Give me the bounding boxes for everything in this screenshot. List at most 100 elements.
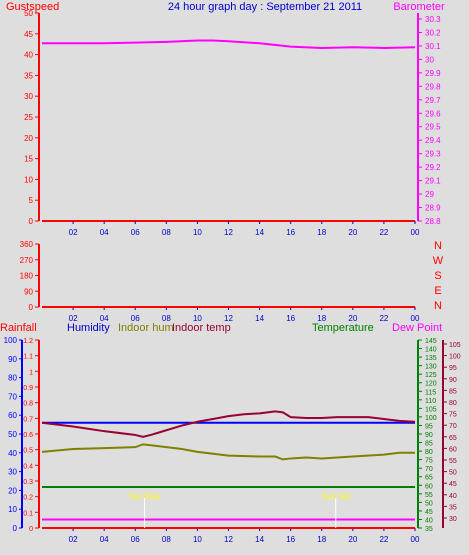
legend-indoor-temp: Indoor temp bbox=[172, 322, 231, 334]
rainfall-tick-label: 0.1 bbox=[23, 510, 33, 517]
gustspeed-tick-label: 30 bbox=[24, 92, 33, 101]
temperature-tick-label: 65 bbox=[425, 475, 433, 482]
barometer-tick-label: 30 bbox=[425, 55, 434, 64]
rainfall-tick-label: 0.5 bbox=[23, 448, 33, 455]
bottom-x-axis-tick-label: 16 bbox=[286, 535, 295, 544]
temperature-tick-label: 145 bbox=[425, 338, 437, 345]
humidity-tick-label: 80 bbox=[8, 374, 17, 383]
barometer-tick-label: 28.9 bbox=[425, 204, 441, 213]
gustspeed-tick-label: 35 bbox=[24, 71, 33, 80]
humidity-tick-label: 60 bbox=[8, 411, 17, 420]
humidity-tick-label: 70 bbox=[8, 392, 17, 401]
barometer-tick-label: 30.1 bbox=[425, 42, 441, 51]
barometer-tick-label: 29.2 bbox=[425, 163, 441, 172]
rainfall-tick-label: 0.6 bbox=[23, 432, 33, 439]
dew-point-tick-label: 35 bbox=[449, 504, 457, 511]
bottom-x-axis-tick-label: 22 bbox=[379, 535, 388, 544]
gustspeed-tick-label: 15 bbox=[24, 155, 33, 164]
wind-direction-tick-label: 90 bbox=[24, 287, 33, 296]
top-x-axis-tick-label: 22 bbox=[379, 228, 388, 237]
bottom-x-axis-tick-label: 08 bbox=[162, 535, 171, 544]
temperature-tick-label: 40 bbox=[425, 517, 433, 524]
wind-x-axis-tick-label: 04 bbox=[100, 314, 109, 323]
gustspeed-axis-label: Gustspeed bbox=[6, 1, 59, 13]
top-x-axis-tick-label: 06 bbox=[131, 228, 140, 237]
temperature-tick-label: 70 bbox=[425, 466, 433, 473]
humidity-tick-label: 20 bbox=[8, 486, 17, 495]
wind-x-axis-tick-label: 10 bbox=[193, 314, 202, 323]
wind-direction-tick-label: 0 bbox=[29, 303, 34, 312]
barometer-line bbox=[42, 39, 416, 49]
wind-direction-tick-label: 270 bbox=[20, 256, 34, 265]
rainfall-tick-label: 0.2 bbox=[23, 495, 33, 502]
dew-point-tick-label: 100 bbox=[449, 354, 461, 361]
humidity-tick-label: 10 bbox=[8, 505, 17, 514]
barometer-tick-label: 29.5 bbox=[425, 123, 441, 132]
bottom-x-axis-tick-label: 00 bbox=[411, 535, 420, 544]
indoor-temp-line bbox=[41, 410, 416, 438]
gustspeed-tick-label: 40 bbox=[24, 51, 33, 60]
wind-direction-letter: N bbox=[434, 300, 442, 312]
gustspeed-tick-label: 0 bbox=[29, 217, 34, 226]
dew-point-tick-label: 55 bbox=[449, 458, 457, 465]
dew-point-tick-label: 70 bbox=[449, 423, 457, 430]
wind-direction-letter: S bbox=[434, 270, 441, 282]
bottom-x-axis-tick-label: 02 bbox=[69, 535, 78, 544]
temperature-tick-label: 100 bbox=[425, 415, 437, 422]
temperature-tick-label: 135 bbox=[425, 355, 437, 362]
rainfall-tick-label: 0.8 bbox=[23, 401, 33, 408]
wind-x-axis-tick-label: 14 bbox=[255, 314, 264, 323]
barometer-tick-label: 28.8 bbox=[425, 217, 441, 226]
barometer-tick-label: 29.9 bbox=[425, 69, 441, 78]
barometer-tick-label: 29.8 bbox=[425, 82, 441, 91]
temperature-tick-label: 80 bbox=[425, 449, 433, 456]
rainfall-tick-label: 0.7 bbox=[23, 416, 33, 423]
gustspeed-tick-label: 50 bbox=[24, 9, 33, 18]
rainfall-tick-label: 0.4 bbox=[23, 463, 33, 470]
temperature-tick-label: 125 bbox=[425, 372, 437, 379]
rainfall-tick-label: 1 bbox=[29, 369, 33, 376]
gustspeed-tick-label: 5 bbox=[29, 196, 34, 205]
top-x-axis-tick-label: 04 bbox=[100, 228, 109, 237]
wind-direction-tick-label: 180 bbox=[20, 272, 34, 281]
bottom-x-axis-tick-label: 20 bbox=[348, 535, 357, 544]
wind-x-axis-tick-label: 12 bbox=[224, 314, 233, 323]
humidity-tick-label: 50 bbox=[8, 430, 17, 439]
wind-direction-letter: W bbox=[433, 255, 444, 267]
temperature-tick-label: 120 bbox=[425, 381, 437, 388]
dew-point-tick-label: 105 bbox=[449, 342, 461, 349]
gustspeed-tick-label: 10 bbox=[24, 175, 33, 184]
top-x-axis-tick-label: 18 bbox=[317, 228, 326, 237]
temperature-tick-label: 110 bbox=[425, 398, 436, 405]
barometer-tick-label: 30.2 bbox=[425, 28, 441, 37]
wind-x-axis-tick-label: 16 bbox=[286, 314, 295, 323]
dew-point-tick-label: 40 bbox=[449, 493, 457, 500]
temperature-tick-label: 95 bbox=[425, 423, 433, 430]
dew-point-tick-label: 85 bbox=[449, 388, 457, 395]
legend-rainfall: Rainfall bbox=[0, 322, 37, 334]
wind-x-axis-tick-label: 18 bbox=[317, 314, 326, 323]
dew-point-tick-label: 65 bbox=[449, 435, 457, 442]
bottom-x-axis-tick-label: 06 bbox=[131, 535, 140, 544]
humidity-tick-label: 0 bbox=[13, 524, 18, 533]
humidity-tick-label: 30 bbox=[8, 468, 17, 477]
top-x-axis-tick-label: 12 bbox=[224, 228, 233, 237]
bottom-x-axis-tick-label: 10 bbox=[193, 535, 202, 544]
dew-point-tick-label: 30 bbox=[449, 516, 457, 523]
wind-x-axis-tick-label: 08 bbox=[162, 314, 171, 323]
gustspeed-tick-label: 25 bbox=[24, 113, 33, 122]
wind-x-axis-tick-label: 02 bbox=[69, 314, 78, 323]
rainfall-tick-label: 1.2 bbox=[23, 338, 33, 345]
barometer-tick-label: 29.1 bbox=[425, 177, 441, 186]
wind-x-axis-tick-label: 00 bbox=[411, 314, 420, 323]
gustspeed-tick-label: 20 bbox=[24, 134, 33, 143]
gustspeed-tick-label: 45 bbox=[24, 30, 33, 39]
temperature-tick-label: 55 bbox=[425, 492, 433, 499]
temperature-tick-label: 50 bbox=[425, 500, 433, 507]
sun-set-label: Sun Set bbox=[322, 492, 351, 501]
humidity-tick-label: 90 bbox=[8, 355, 17, 364]
rainfall-tick-label: 0.3 bbox=[23, 479, 33, 486]
dew-point-tick-label: 90 bbox=[449, 377, 457, 384]
wind-x-axis-tick-label: 06 bbox=[131, 314, 140, 323]
barometer-tick-label: 29 bbox=[425, 190, 434, 199]
